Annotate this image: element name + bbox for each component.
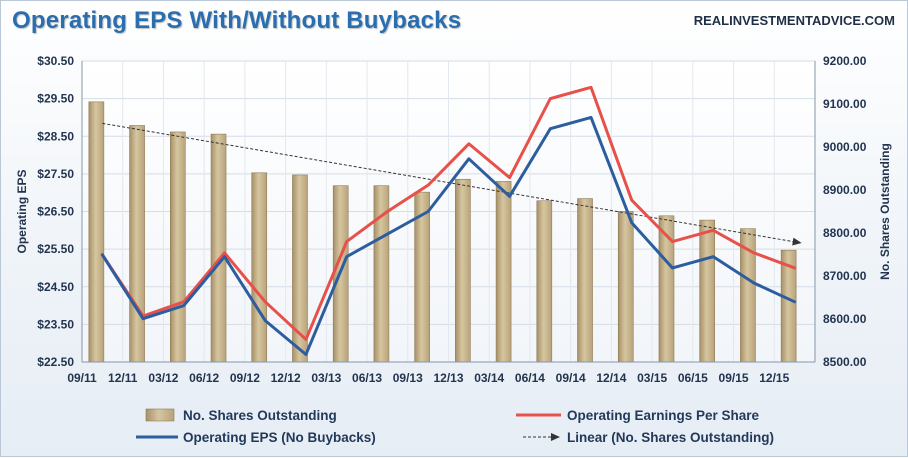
x-tick-label: 12/14 [596,371,626,385]
bar-series [88,101,797,363]
y-left-tick-label: $23.50 [37,317,74,331]
x-tick-label: 12/11 [108,371,138,385]
bar-shares-06-12 [210,133,227,363]
y-left-tick-label: $25.50 [37,242,74,256]
trendline-shares [102,122,802,246]
legend-label-eps-no-buybacks: Operating EPS (No Buybacks) [183,430,376,445]
line-operating-earnings-per-share [100,85,797,341]
y-right-tick-label: 9100.00 [823,97,867,111]
x-tick-label: 06/15 [678,371,708,385]
legend-label-trendline: Linear (No. Shares Outstanding) [567,430,774,445]
x-tick-label: 09/11 [67,371,97,385]
y-left-tick-label: $29.50 [37,92,74,106]
x-tick-label: 09/13 [393,371,423,385]
line-operating-eps-no-buybacks [100,115,797,356]
x-tick-label: 09/14 [556,371,586,385]
y-left-tick-label: $28.50 [37,129,74,143]
y-right-tick-label: 8900.00 [823,183,867,197]
y-right-axis-title: No. Shares Outstanding [878,143,892,280]
bar-shares-09-12 [251,172,268,363]
x-tick-label: 12/15 [759,371,789,385]
grid-lines [82,60,815,363]
y-left-tick-label: $26.50 [37,205,74,219]
x-tick-label: 03/12 [148,371,178,385]
bar-shares-12-13 [455,178,471,363]
legend-label-operating-earnings: Operating Earnings Per Share [567,408,760,423]
bar-shares-12-14 [617,211,634,363]
bar-shares-06-14 [536,200,553,363]
bar-shares-09-14 [577,198,593,363]
axes: $22.50 $23.50 $24.50 $25.50 $26.50 $27.50 $28.… [15,54,892,385]
x-tick-label: 03/15 [637,371,667,385]
source-label: REALINVESTMENTADVICE.COM [693,13,895,28]
y-right-tick-label: 8600.00 [823,312,867,326]
legend-label-shares: No. Shares Outstanding [183,408,337,423]
y-left-tick-label: $24.50 [37,280,74,294]
bar-shares-03-15 [658,215,675,363]
y-left-tick-label: $22.50 [37,355,74,369]
y-right-tick-label: 8700.00 [823,269,867,283]
x-tick-label: 12/12 [271,371,301,385]
bar-shares-12-11 [129,125,145,363]
bar-shares-03-14 [495,181,512,363]
x-tick-label: 06/13 [352,371,382,385]
x-tick-label: 06/12 [189,371,219,385]
bar-shares-09-11 [88,101,105,363]
legend: No. Shares Outstanding Operating Earnings… [136,408,774,445]
y-right-tick-label: 9000.00 [823,140,867,154]
x-tick-label: 06/14 [515,371,545,385]
bar-shares-06-15 [699,219,715,363]
y-left-tick-label: $30.50 [37,54,74,68]
x-tick-label: 12/13 [433,371,463,385]
y-right-tick-label: 8800.00 [823,226,867,240]
x-tick-label: 03/13 [311,371,341,385]
x-tick-label: 09/12 [230,371,260,385]
y-left-axis-title: Operating EPS [15,169,29,253]
y-left-tick-label: $27.50 [37,167,74,181]
y-right-tick-label: 9200.00 [823,54,867,68]
x-tick-label: 09/15 [719,371,749,385]
chart-title: Operating EPS With/Without Buybacks [12,7,462,34]
y-right-tick-label: 8500.00 [823,355,867,369]
legend-swatch-shares [145,408,175,422]
line-series [100,85,797,356]
trendline-series [102,122,802,246]
x-tick-label: 03/14 [474,371,504,385]
bar-shares-03-12 [170,131,186,363]
